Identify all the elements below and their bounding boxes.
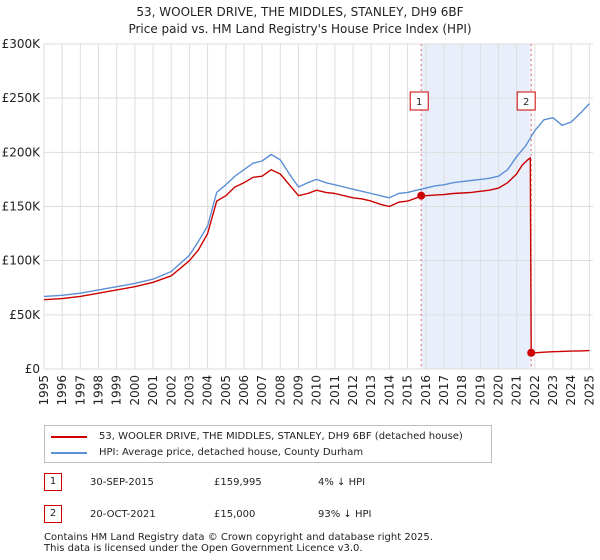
footer-line1: Contains HM Land Registry data © Crown c… (44, 532, 433, 543)
sale-label-2: 2 (523, 97, 529, 108)
price-series-line (43, 157, 590, 354)
chart-title: 53, WOOLER DRIVE, THE MIDDLES, STANLEY, … (0, 4, 600, 38)
hpi-series-line (43, 103, 590, 298)
x-tick-label: 1995 (37, 375, 51, 406)
x-tick-label: 2006 (237, 375, 251, 406)
x-tick-label: 2004 (201, 375, 215, 406)
x-tick-label: 2015 (401, 375, 415, 406)
x-tick-label: 2012 (346, 375, 360, 406)
sale-hpi-2: 93% ↓ HPI (318, 509, 372, 520)
sale-badge-1: 1 (44, 473, 62, 491)
y-tick-label: £150K (2, 200, 42, 214)
legend-label-hpi: HPI: Average price, detached house, Coun… (99, 447, 364, 458)
x-tick-label: 2016 (419, 375, 433, 406)
x-tick-label: 2009 (292, 375, 306, 406)
sale-label-box-2 (516, 91, 536, 111)
x-tick-label: 2022 (528, 375, 542, 406)
legend-label-price: 53, WOOLER DRIVE, THE MIDDLES, STANLEY, … (99, 431, 463, 442)
x-tick-label: 1998 (92, 375, 106, 406)
y-tick-label: £50K (9, 308, 41, 322)
sale-hpi-1: 4% ↓ HPI (318, 477, 366, 488)
x-tick-label: 2007 (255, 375, 269, 406)
chart-title-line2: Price paid vs. HM Land Registry's House … (128, 22, 472, 36)
legend: 53, WOOLER DRIVE, THE MIDDLES, STANLEY, … (44, 425, 492, 463)
x-tick-label: 2003 (182, 375, 196, 406)
y-tick-label: £200K (2, 145, 42, 159)
x-tick-label: 2017 (437, 375, 451, 406)
x-tick-label: 2025 (582, 375, 596, 406)
x-tick-label: 2014 (382, 375, 396, 406)
x-tick-label: 1999 (110, 375, 124, 406)
y-tick-label: £100K (2, 254, 42, 268)
legend-swatch-hpi (51, 452, 87, 454)
x-tick-label: 2011 (328, 375, 342, 406)
x-tick-label: 2019 (473, 375, 487, 406)
x-tick-label: 2020 (491, 375, 505, 406)
sale-date-2: 20-OCT-2021 (90, 509, 156, 520)
sale-point-1 (417, 191, 426, 200)
sale-price-1: £159,995 (214, 477, 262, 488)
x-tick-label: 2024 (564, 375, 578, 406)
y-tick-label: £250K (2, 91, 42, 105)
x-tick-label: 2005 (219, 375, 233, 406)
legend-swatch-price (51, 436, 87, 438)
sale-date-1: 30-SEP-2015 (90, 477, 154, 488)
x-tick-label: 2021 (510, 375, 524, 406)
footer-line2: This data is licensed under the Open Gov… (44, 543, 363, 554)
x-tick-label: 2008 (273, 375, 287, 406)
x-tick-label: 1997 (73, 375, 87, 406)
chart-title-line1: 53, WOOLER DRIVE, THE MIDDLES, STANLEY, … (136, 5, 464, 19)
x-tick-label: 2002 (164, 375, 178, 406)
x-tick-label: 1996 (55, 375, 69, 406)
sale-point-2 (527, 348, 536, 357)
y-tick-label: £300K (2, 37, 42, 51)
y-tick-label: £0 (25, 362, 40, 376)
x-tick-label: 2010 (310, 375, 324, 406)
sale-label-box-1 (409, 91, 429, 111)
x-tick-label: 2023 (546, 375, 560, 406)
sale-badge-2: 2 (44, 505, 62, 523)
x-tick-label: 2018 (455, 375, 469, 406)
x-tick-label: 2001 (146, 375, 160, 406)
sale-price-2: £15,000 (214, 509, 256, 520)
footer: Contains HM Land Registry data © Crown c… (44, 532, 433, 554)
sale-label-1: 1 (416, 97, 422, 108)
x-tick-label: 2013 (364, 375, 378, 406)
x-tick-label: 2000 (128, 375, 142, 406)
chart-svg: 1 2 £0 £50K £100K £150K £200K £250K £300K 1995 19… (2, 37, 597, 406)
